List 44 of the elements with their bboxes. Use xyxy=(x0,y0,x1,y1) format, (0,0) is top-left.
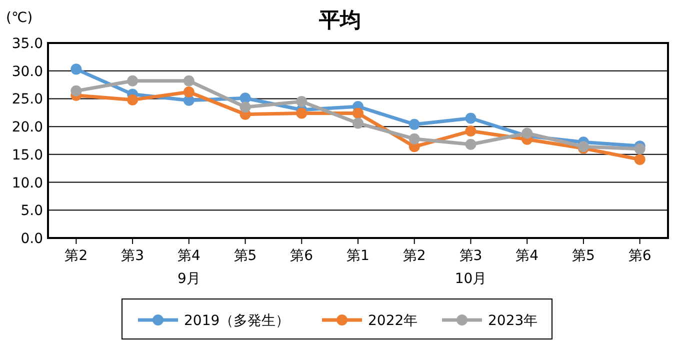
y-tick-label: 30.0 xyxy=(12,64,43,80)
y-tick-label: 20.0 xyxy=(12,120,43,136)
point xyxy=(408,133,420,144)
point xyxy=(183,75,194,86)
point xyxy=(634,154,646,165)
legend-label: 2023年 xyxy=(488,313,538,329)
y-tick-label: 15.0 xyxy=(12,147,43,164)
point xyxy=(296,96,308,107)
x-tick-label: 第4 xyxy=(516,248,539,264)
x-tick-label: 第3 10月 xyxy=(454,248,487,287)
x-tick-label: 第6 xyxy=(290,248,314,264)
x-tick-label: 第6 xyxy=(628,248,652,264)
y-tick-label: 25.0 xyxy=(12,92,43,108)
x-tick-label: 第3 xyxy=(121,248,144,264)
y-tick-label: 5.0 xyxy=(20,203,43,220)
point xyxy=(240,92,251,104)
point xyxy=(70,64,82,75)
y-tick-label: 10.0 xyxy=(12,175,43,192)
point xyxy=(240,102,251,113)
chart-title: 平均 xyxy=(318,8,361,32)
x-tick-label: 第2 xyxy=(402,248,426,264)
point xyxy=(183,86,194,98)
y-tick-label: 0.0 xyxy=(20,231,43,247)
point xyxy=(465,126,476,137)
point xyxy=(70,85,82,96)
x-tick-label: 第4 9月 xyxy=(177,248,200,287)
x-tick-label: 第2 xyxy=(64,248,88,264)
x-tick-label: 第5 xyxy=(572,248,595,264)
point xyxy=(465,112,476,124)
point xyxy=(127,75,138,86)
point xyxy=(352,108,364,119)
x-tick-label: 第1 xyxy=(346,248,370,264)
x-tick-label: 第5 xyxy=(234,248,257,264)
point xyxy=(522,128,533,139)
point xyxy=(634,143,646,154)
y-axis-title: (℃) xyxy=(6,10,33,26)
point xyxy=(352,118,364,129)
point xyxy=(296,108,308,119)
y-tick-label: 35.0 xyxy=(12,36,43,52)
legend-label: 2022年 xyxy=(368,313,418,329)
point xyxy=(465,138,476,150)
legend-label: 2019（多発生） xyxy=(184,313,290,329)
point xyxy=(127,94,138,106)
point xyxy=(408,118,420,130)
